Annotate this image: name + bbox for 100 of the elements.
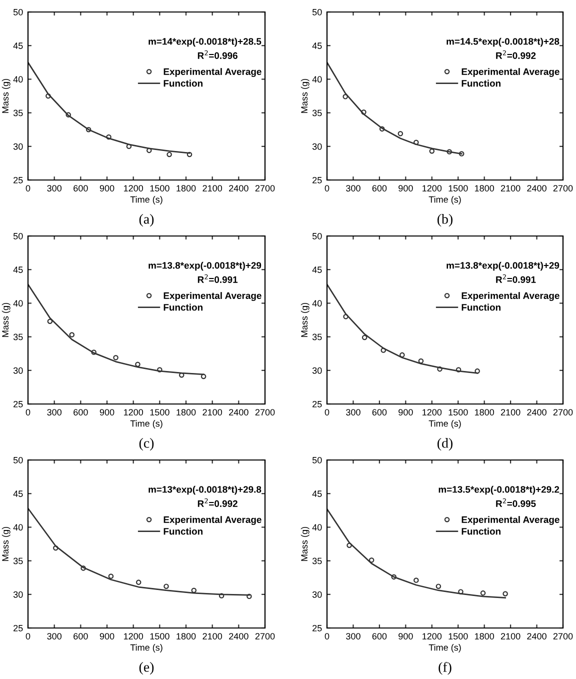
x-tick-label: 2400 [527, 633, 546, 640]
x-tick-label: 300 [346, 185, 360, 192]
x-tick-label: 0 [324, 409, 330, 416]
y-tick-label: 30 [312, 591, 322, 598]
y-tick-label: 40 [13, 524, 23, 531]
x-tick-label: 600 [74, 185, 88, 192]
point [414, 578, 419, 583]
y-axis-title: Mass (g) [2, 79, 10, 113]
y-axis-title: Mass (g) [2, 303, 10, 337]
x-tick-label: 0 [26, 409, 30, 416]
point [108, 574, 114, 579]
x-tick-label: 1500 [150, 633, 170, 640]
point [436, 584, 442, 589]
y-tick-label: 50 [13, 232, 23, 240]
x-tick-label: 1200 [422, 409, 442, 416]
text: (b) [438, 214, 452, 227]
point [362, 334, 368, 340]
x-tick-label: 2700 [553, 409, 573, 416]
legend-label: Experimental Average [462, 68, 560, 77]
y-tick-label: 50 [312, 8, 322, 16]
x-tick-label: 1500 [448, 409, 468, 416]
x-axis-title: Time (s) [130, 644, 162, 652]
x-tick-label: 900 [100, 409, 114, 416]
x-axis-title: Time (s) [428, 196, 461, 204]
x-tick-label: 900 [398, 409, 413, 416]
annotation: m=13.8*exp(-0.0018*t)+29 [148, 262, 262, 271]
annotation: R$^{2}$=0.992 [198, 498, 238, 507]
x-tick-label: 1500 [150, 409, 170, 416]
point [418, 358, 424, 364]
x-tick-label: 1800 [176, 185, 196, 192]
legend-label: Function [462, 528, 500, 535]
x-tick-label: 1800 [474, 409, 494, 416]
legend-label: Function [462, 304, 500, 311]
text: (e) [139, 662, 154, 675]
point [398, 130, 404, 136]
x-tick-label: 900 [398, 185, 413, 192]
legend-label: Function [164, 528, 202, 535]
legend-label: Function [462, 80, 500, 87]
x-tick-label: 1200 [422, 185, 442, 192]
x-tick-label: 600 [74, 633, 88, 640]
x-tick-label: 2700 [255, 185, 275, 192]
y-tick-label: 45 [13, 490, 23, 497]
y-tick-label: 25 [14, 400, 23, 408]
point [200, 374, 206, 380]
y-tick-label: 30 [13, 591, 23, 598]
x-tick-label: 1800 [176, 409, 196, 416]
x-tick-label: 300 [47, 185, 62, 192]
x-tick-label: 2700 [553, 633, 573, 640]
y-tick-label: 45 [312, 266, 322, 273]
point [429, 148, 435, 154]
y-tick-label: 25 [312, 624, 322, 632]
x-tick-label: 2100 [202, 185, 222, 192]
point [69, 332, 75, 338]
y-tick-label: 40 [312, 300, 322, 307]
annotation: R$^{2}$=0.992 [496, 50, 536, 59]
legend-label: Experimental Average [164, 292, 262, 301]
annotation: R$^{2}$=0.995 [496, 498, 536, 507]
x-tick-label: 900 [398, 633, 413, 640]
y-tick-label: 35 [13, 334, 23, 340]
x-tick-label: 2400 [229, 409, 248, 416]
x-tick-label: 1500 [150, 185, 170, 192]
legend-label: Experimental Average [462, 516, 560, 525]
y-tick-label: 50 [13, 456, 23, 464]
x-axis-title: Time (s) [130, 196, 162, 204]
annotation: m=14.5*exp(-0.0018*t)+28 [446, 38, 560, 47]
y-tick-label: 25 [312, 176, 322, 184]
legend-label: Function [164, 304, 202, 311]
x-tick-label: 600 [74, 409, 88, 416]
x-axis-title: Time (s) [130, 420, 162, 428]
x-tick-label: 1500 [448, 633, 468, 640]
annotation: R$^{2}$=0.996 [198, 50, 238, 59]
y-tick-label: 35 [13, 558, 23, 564]
x-tick-label: 1800 [176, 633, 196, 640]
x-tick-label: 1200 [422, 633, 442, 640]
x-tick-label: 300 [346, 633, 360, 640]
annotation: m=13.5*exp(-0.0018*t)+29.2 [438, 486, 560, 495]
y-tick-label: 40 [13, 76, 23, 83]
x-tick-label: 2100 [500, 185, 520, 192]
y-tick-label: 35 [312, 558, 322, 564]
x-tick-label: 0 [26, 185, 30, 192]
x-tick-label: 0 [26, 633, 30, 640]
x-tick-label: 300 [346, 409, 360, 416]
y-tick-label: 35 [312, 110, 322, 116]
x-axis-title: Time (s) [428, 420, 461, 428]
legend-label: Experimental Average [462, 292, 560, 301]
x-tick-label: 300 [47, 409, 62, 416]
point [113, 354, 118, 360]
legend-label: Experimental Average [164, 68, 262, 77]
y-tick-label: 45 [312, 490, 322, 497]
y-tick-label: 40 [13, 300, 23, 307]
x-tick-label: 900 [100, 633, 114, 640]
x-tick-label: 1800 [474, 633, 494, 640]
annotation: m=14*exp(-0.0018*t)+28.5 [148, 38, 262, 47]
y-tick-label: 45 [13, 42, 23, 49]
point [135, 362, 140, 367]
x-tick-label: 2100 [202, 633, 222, 640]
y-tick-label: 40 [312, 524, 322, 531]
y-tick-label: 35 [13, 110, 23, 116]
annotation: R$^{2}$=0.991 [496, 274, 536, 283]
annotation: m=13.8*exp(-0.0018*t)+29 [446, 262, 560, 271]
